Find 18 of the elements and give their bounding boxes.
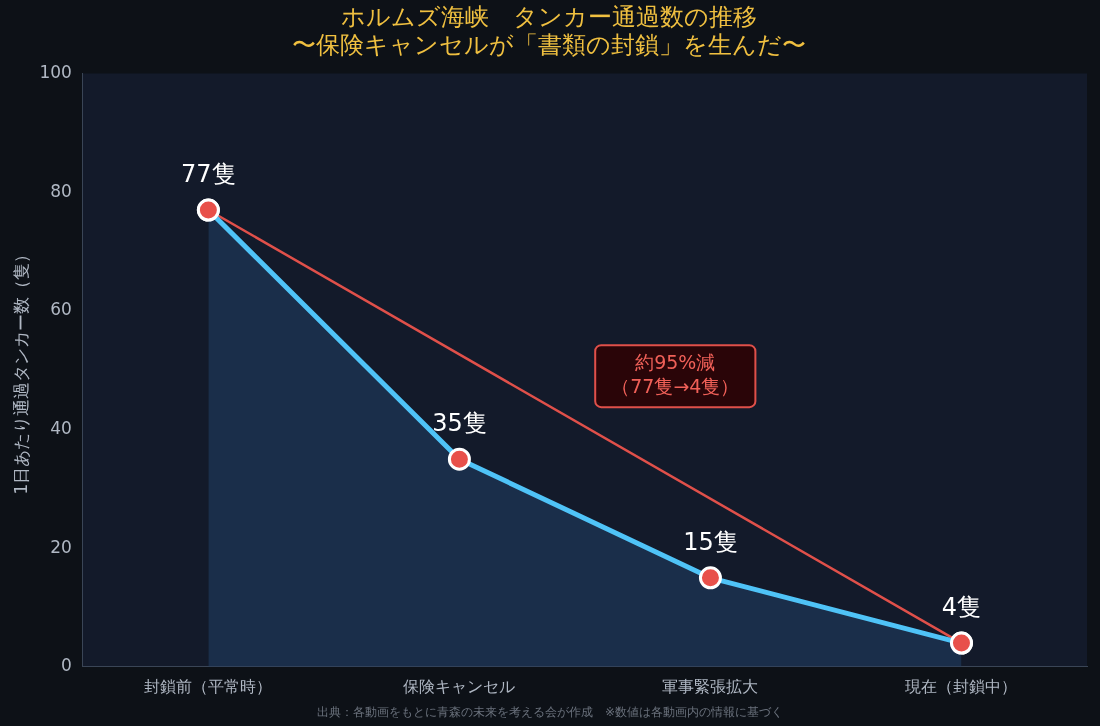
data-label: 15隻 bbox=[683, 528, 738, 557]
annotation: 約95%減（77隻→4隻） bbox=[611, 351, 740, 398]
y-tick-label: 0 bbox=[61, 655, 72, 676]
y-tick-label: 20 bbox=[50, 536, 72, 557]
source-note: 出典：各動画をもとに青森の未来を考える会が作成 ※数値は各動画内の情報に基づく bbox=[316, 705, 784, 720]
y-tick-label: 80 bbox=[50, 180, 72, 201]
data-label: 35隻 bbox=[432, 409, 487, 438]
x-tick-label: 軍事緊張拡大 bbox=[662, 676, 759, 696]
chart-title: ホルムズ海峡 タンカー通過数の推移〜保険キャンセルが「書類の封鎖」を生んだ〜 bbox=[292, 2, 806, 60]
data-label: 77隻 bbox=[181, 160, 236, 189]
y-tick-label: 60 bbox=[50, 299, 72, 320]
y-tick-label: 100 bbox=[39, 62, 72, 83]
y-axis-title: 1日あたり通過タンカー数（隻） bbox=[10, 245, 31, 495]
x-tick-label: 保険キャンセル bbox=[403, 676, 516, 696]
x-tick-label: 封鎖前（平常時） bbox=[144, 676, 273, 696]
x-tick-label: 現在（封鎖中） bbox=[905, 676, 1018, 696]
y-tick-label: 40 bbox=[50, 417, 72, 438]
data-label: 4隻 bbox=[941, 593, 982, 622]
